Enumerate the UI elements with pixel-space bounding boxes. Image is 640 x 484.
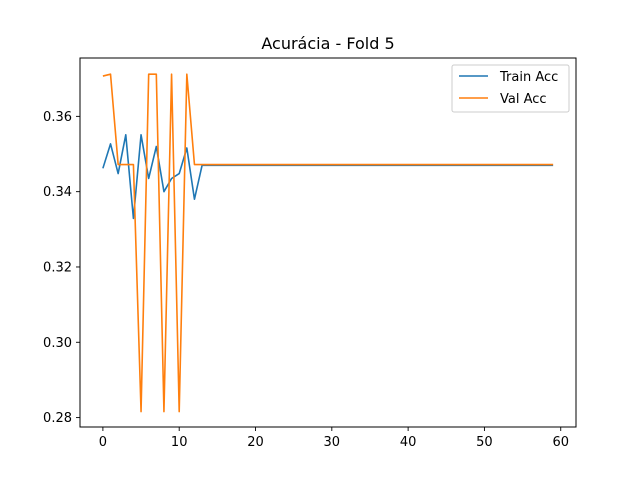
- legend-label-val: Val Acc: [500, 92, 547, 107]
- x-tick-label: 50: [476, 435, 493, 450]
- series-line-val-acc: [102, 73, 554, 413]
- x-tick-label: 20: [247, 435, 264, 450]
- x-tick-label: 40: [400, 435, 417, 450]
- y-tick-label: 0.34: [43, 185, 72, 200]
- y-tick-label: 0.32: [43, 260, 72, 275]
- chart-title: Acurácia - Fold 5: [261, 34, 394, 53]
- x-tick-label: 10: [171, 435, 188, 450]
- plot-frame: [79, 57, 577, 428]
- legend: Train Acc Val Acc: [451, 64, 570, 113]
- y-tick-label: 0.28: [43, 411, 72, 426]
- x-tick-label: 30: [324, 435, 341, 450]
- x-tick-label: 60: [552, 435, 569, 450]
- x-tick-label: 0: [99, 435, 107, 450]
- legend-label-train: Train Acc: [499, 70, 558, 85]
- series-layer: [102, 73, 554, 413]
- y-tick-label: 0.30: [43, 336, 72, 351]
- tick-layer: 0 10 20 30 40 50 60 0.28 0.30 0.32 0.34 0.36: [43, 110, 569, 450]
- y-tick-label: 0.36: [43, 110, 72, 125]
